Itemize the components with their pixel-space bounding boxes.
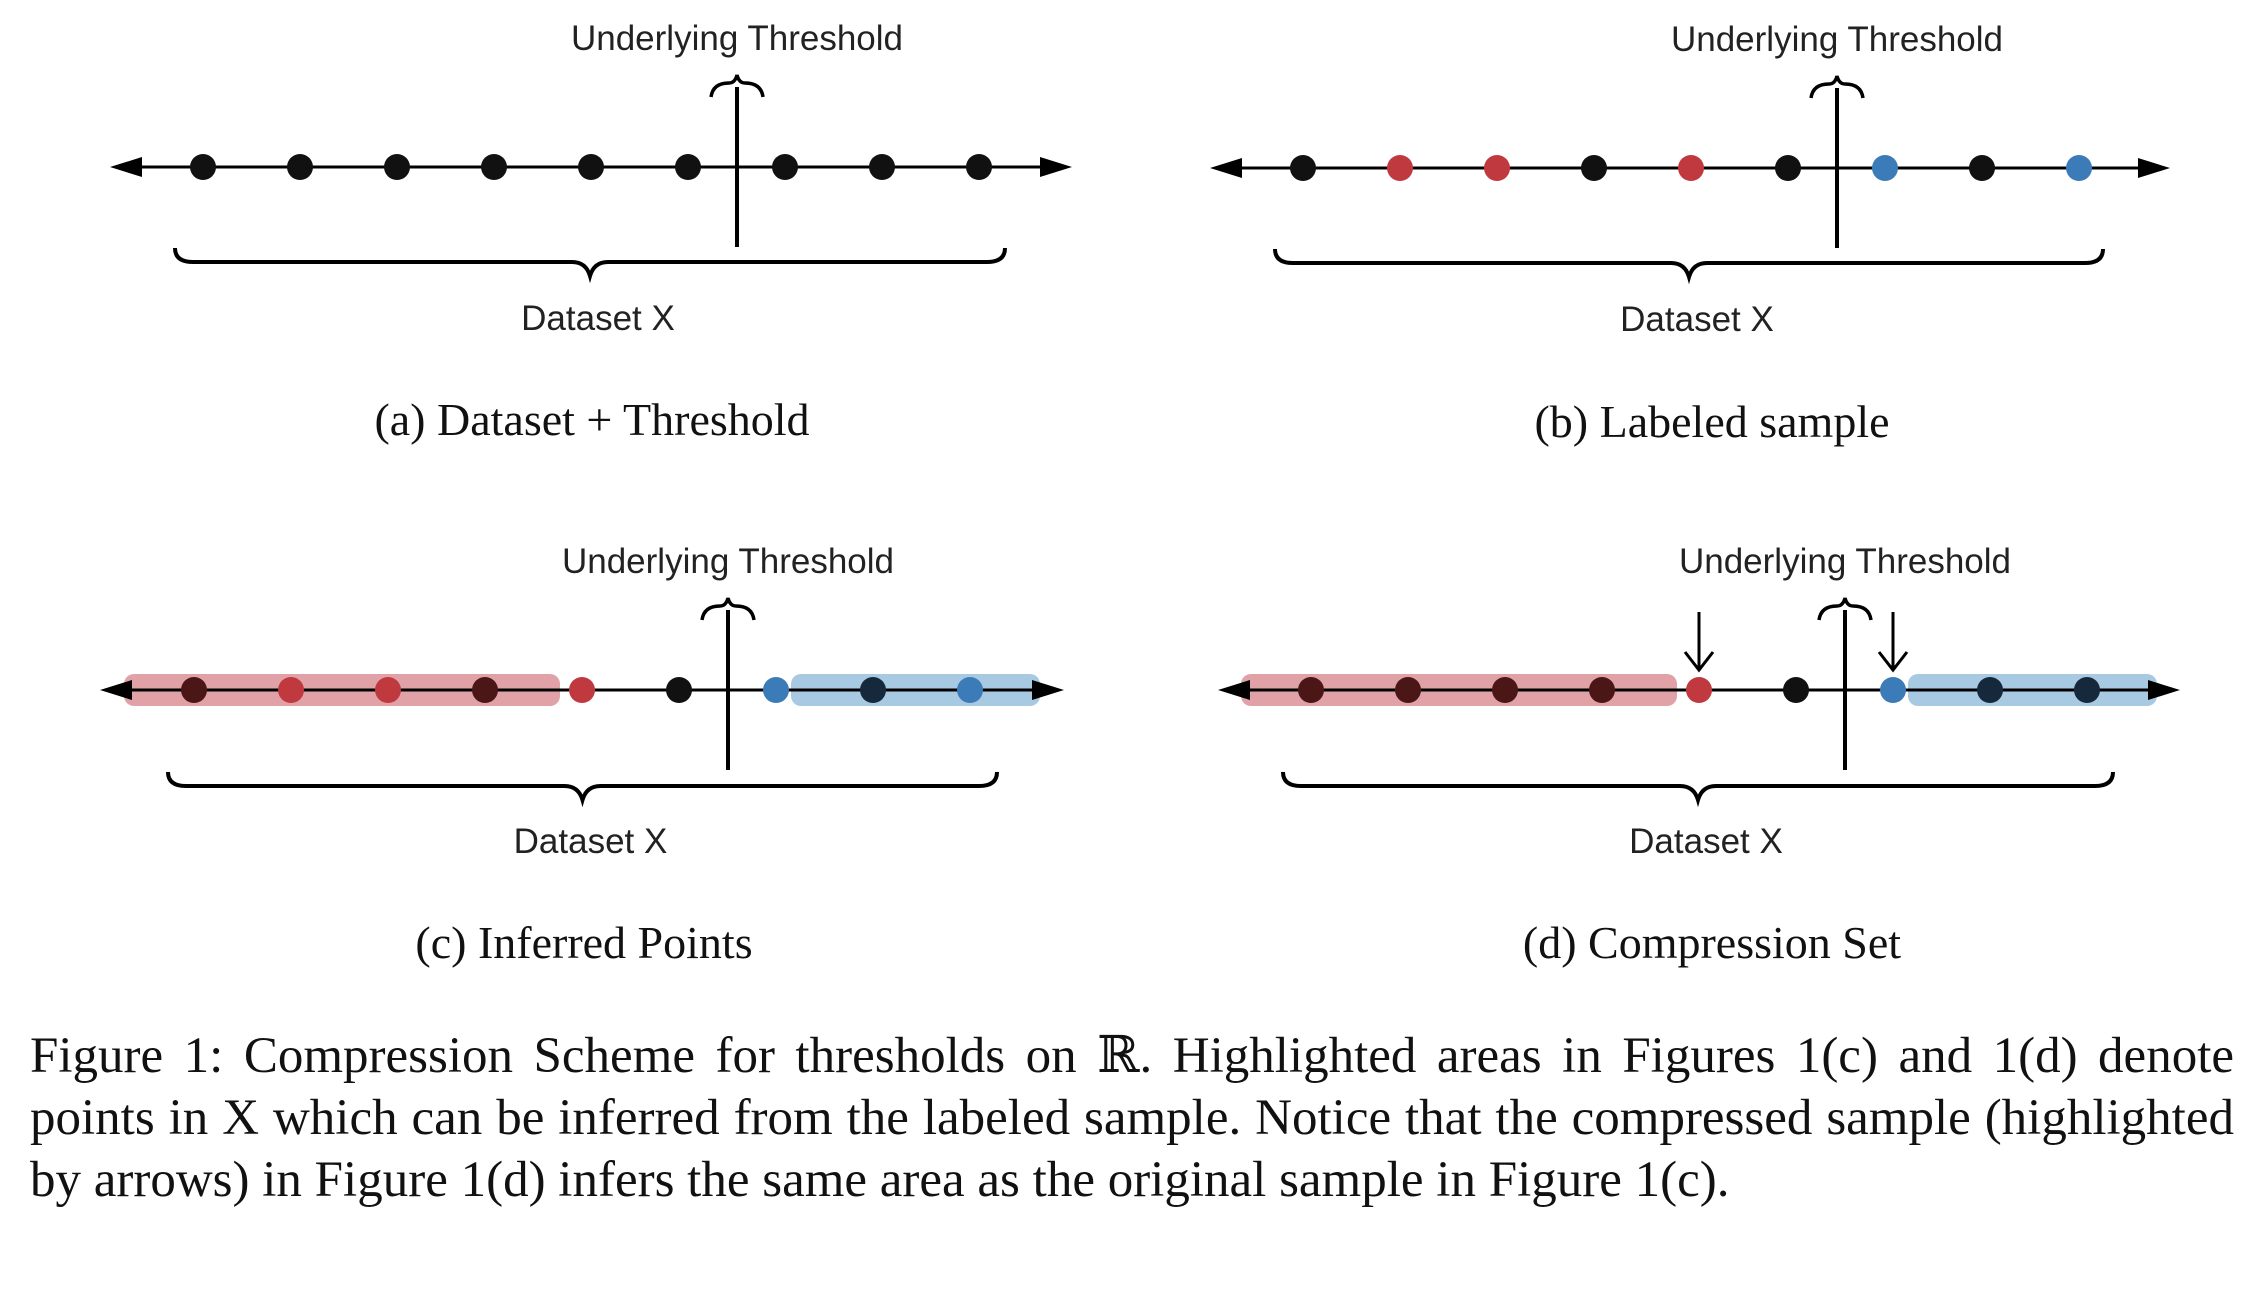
figure-canvas: Underlying Threshold Dataset X (a) Dataset… <box>100 19 2180 968</box>
left-arrowhead-icon <box>1210 158 1242 178</box>
panel-caption: (d) Compression Set <box>1523 917 1901 968</box>
dataset-label: Dataset X <box>514 822 668 861</box>
dataset-label: Dataset X <box>521 299 675 338</box>
dataset-brace-icon <box>1281 771 2115 808</box>
data-point <box>375 677 401 703</box>
data-point <box>569 677 595 703</box>
data-point <box>1298 677 1324 703</box>
panel-b: Underlying Threshold Dataset X (b) Labeled… <box>1210 20 2170 447</box>
dataset-brace-icon <box>166 771 999 808</box>
data-point <box>860 677 886 703</box>
threshold-label: Underlying Threshold <box>571 19 903 58</box>
right-arrowhead-icon <box>2138 158 2170 178</box>
right-arrowhead-icon <box>1040 157 1072 177</box>
threshold-label: Underlying Threshold <box>562 542 894 581</box>
panel-a: Underlying Threshold Dataset X (a) Dataset… <box>110 19 1072 445</box>
data-point <box>966 154 992 180</box>
data-point <box>1678 155 1704 181</box>
data-point <box>1880 677 1906 703</box>
data-point <box>578 154 604 180</box>
threshold-label: Underlying Threshold <box>1679 542 2011 581</box>
data-point <box>2074 677 2100 703</box>
dataset-label: Dataset X <box>1620 300 1774 339</box>
data-point <box>772 154 798 180</box>
data-point <box>1492 677 1518 703</box>
dataset-brace-icon <box>173 247 1007 284</box>
left-arrowhead-icon <box>110 157 142 177</box>
threshold-brace-icon <box>709 74 765 98</box>
threshold-label: Underlying Threshold <box>1671 20 2003 59</box>
data-point <box>481 154 507 180</box>
right-arrowhead-icon <box>2148 680 2180 700</box>
dataset-label: Dataset X <box>1629 822 1783 861</box>
data-point <box>287 154 313 180</box>
data-point <box>1775 155 1801 181</box>
data-point <box>1783 677 1809 703</box>
data-point <box>1686 677 1712 703</box>
data-point <box>957 677 983 703</box>
panel-caption: (c) Inferred Points <box>415 917 752 968</box>
data-point <box>190 154 216 180</box>
panel-d: Underlying Threshold Dataset X (d) Compres… <box>1218 542 2180 968</box>
data-point <box>1969 155 1995 181</box>
data-point <box>278 677 304 703</box>
data-point <box>181 677 207 703</box>
data-point <box>675 154 701 180</box>
data-point <box>1395 677 1421 703</box>
data-point <box>666 677 692 703</box>
data-point <box>2066 155 2092 181</box>
data-point <box>1581 155 1607 181</box>
data-point <box>1290 155 1316 181</box>
threshold-brace-icon <box>1817 597 1873 621</box>
data-point <box>1872 155 1898 181</box>
data-point <box>384 154 410 180</box>
panel-caption: (a) Dataset + Threshold <box>374 394 809 445</box>
left-arrowhead-icon <box>1218 680 1250 700</box>
data-point <box>869 154 895 180</box>
data-point <box>1387 155 1413 181</box>
data-point <box>472 677 498 703</box>
panel-c: Underlying Threshold Dataset X (c) Inferre… <box>100 542 1064 968</box>
data-point <box>1484 155 1510 181</box>
data-point <box>1977 677 2003 703</box>
data-point <box>1589 677 1615 703</box>
figure-caption: Figure 1: Compression Scheme for thresho… <box>30 1028 2234 1208</box>
threshold-brace-icon <box>700 597 756 621</box>
threshold-brace-icon <box>1809 75 1865 99</box>
down-arrow-icon <box>1683 651 1715 673</box>
left-arrowhead-icon <box>100 680 132 700</box>
down-arrow-icon <box>1877 651 1909 673</box>
panel-caption: (b) Labeled sample <box>1534 396 1889 447</box>
data-point <box>763 677 789 703</box>
right-arrowhead-icon <box>1032 680 1064 700</box>
dataset-brace-icon <box>1273 248 2105 285</box>
